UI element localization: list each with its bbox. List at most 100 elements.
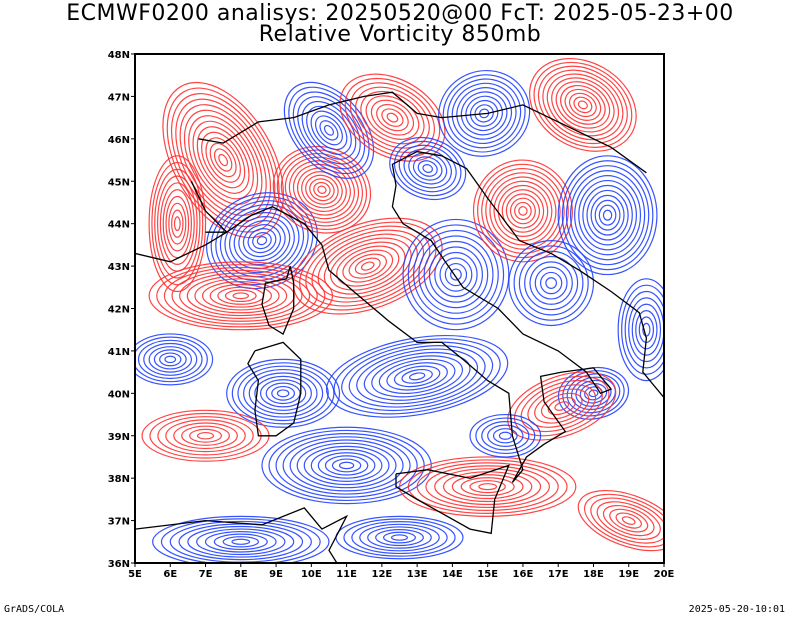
vorticity-contour [447, 78, 522, 149]
vorticity-contour [356, 348, 479, 405]
vorticity-contour [148, 346, 193, 373]
vorticity-contour [438, 69, 531, 157]
vorticity-contour [305, 225, 431, 307]
lat-tick-label: 42N [108, 305, 130, 316]
vorticity-contour [243, 368, 324, 418]
vorticity-contour [542, 69, 624, 141]
vorticity-contour [428, 246, 483, 303]
vorticity-contour [474, 104, 494, 123]
vorticity-contour [159, 182, 195, 265]
vorticity-contour [242, 224, 282, 258]
coastline-segment [441, 155, 664, 399]
vorticity-contour [189, 428, 223, 443]
vorticity-contour [289, 439, 404, 492]
vorticity-contour [331, 458, 362, 473]
lon-tick-label: 11E [336, 569, 357, 580]
vorticity-contour [261, 426, 432, 505]
vorticity-contour [171, 209, 184, 238]
vorticity-contour [135, 336, 208, 383]
lat-tick-label: 41N [108, 347, 130, 358]
vorticity-contour [354, 257, 381, 275]
vorticity-contour [398, 456, 577, 517]
vorticity-contour [402, 218, 510, 331]
vorticity-contour [256, 236, 268, 246]
lon-tick-label: 8E [234, 569, 248, 580]
vorticity-contour [157, 416, 254, 456]
vorticity-contour [335, 515, 464, 560]
vorticity-contour [160, 518, 321, 563]
vorticity-contour [288, 86, 370, 175]
lon-tick-label: 7E [199, 569, 213, 580]
vorticity-contour [460, 477, 515, 497]
vorticity-contour [416, 462, 559, 512]
lon-tick-label: 9E [269, 569, 283, 580]
vorticity-contour [209, 283, 272, 308]
vorticity-contour [194, 278, 288, 314]
lon-tick-label: 10E [301, 569, 322, 580]
vorticity-contour [596, 501, 661, 540]
lon-tick-label: 15E [477, 569, 498, 580]
vorticity-contour [303, 445, 390, 486]
vorticity-contour [386, 362, 448, 391]
vorticity-contour [232, 292, 250, 300]
vorticity-contour [165, 195, 190, 252]
vorticity-contour [231, 362, 335, 425]
vorticity-contour [284, 156, 359, 223]
vorticity-contour [159, 352, 182, 367]
vorticity-contour [590, 194, 625, 236]
vorticity-contour [179, 104, 267, 217]
lat-tick-label: 39N [108, 432, 130, 443]
vorticity-contour [451, 82, 517, 144]
vorticity-contour [598, 204, 617, 226]
vorticity-contour [254, 375, 312, 411]
vorticity-contour [389, 137, 467, 201]
vorticity-contour [376, 103, 409, 132]
lat-tick-label: 46N [108, 135, 130, 146]
vorticity-contour [586, 189, 629, 241]
vorticity-contour [314, 115, 343, 146]
vorticity-contour [560, 85, 606, 125]
vorticity-contour [309, 178, 335, 202]
vorticity-contour [317, 452, 376, 479]
vorticity-contour [418, 235, 494, 314]
lon-tick-label: 17E [548, 569, 569, 580]
vorticity-contour [481, 421, 530, 451]
vorticity-contour [381, 108, 404, 127]
vorticity-contour [351, 521, 448, 555]
vorticity-contour [518, 206, 528, 216]
vorticity-contour [343, 518, 456, 557]
vorticity-contour [615, 512, 642, 529]
coastline-segment [190, 181, 228, 233]
vorticity-contour [324, 455, 369, 476]
vorticity-contour [271, 385, 296, 401]
vorticity-contour [564, 88, 602, 121]
vorticity-contour [460, 91, 508, 136]
vorticity-contour [533, 61, 633, 148]
vorticity-contour [394, 140, 462, 197]
vorticity-contour [168, 202, 187, 245]
vorticity-contour [590, 497, 664, 544]
vorticity-contour [213, 148, 233, 172]
vorticity-contour [469, 413, 542, 458]
coastline-segment [395, 464, 510, 535]
vorticity-contour [493, 180, 553, 242]
vorticity-contour [442, 74, 526, 153]
vorticity-contour [329, 241, 406, 291]
vorticity-contour [338, 461, 355, 470]
lat-tick-label: 43N [108, 262, 130, 273]
vorticity-contour [546, 73, 620, 137]
vorticity-contour [360, 90, 425, 145]
vorticity-contour [283, 81, 375, 179]
vorticity-contour [360, 261, 375, 271]
lon-tick-label: 6E [163, 569, 177, 580]
vorticity-contour [401, 368, 433, 384]
vorticity-contour [201, 131, 246, 189]
vorticity-contour [204, 531, 277, 553]
vorticity-contour [569, 170, 646, 261]
vorticity-contour [434, 251, 478, 298]
vorticity-contour [573, 96, 593, 114]
vorticity-contour [231, 538, 251, 545]
vorticity-contour [310, 110, 348, 151]
lat-tick-label: 38N [108, 474, 130, 485]
